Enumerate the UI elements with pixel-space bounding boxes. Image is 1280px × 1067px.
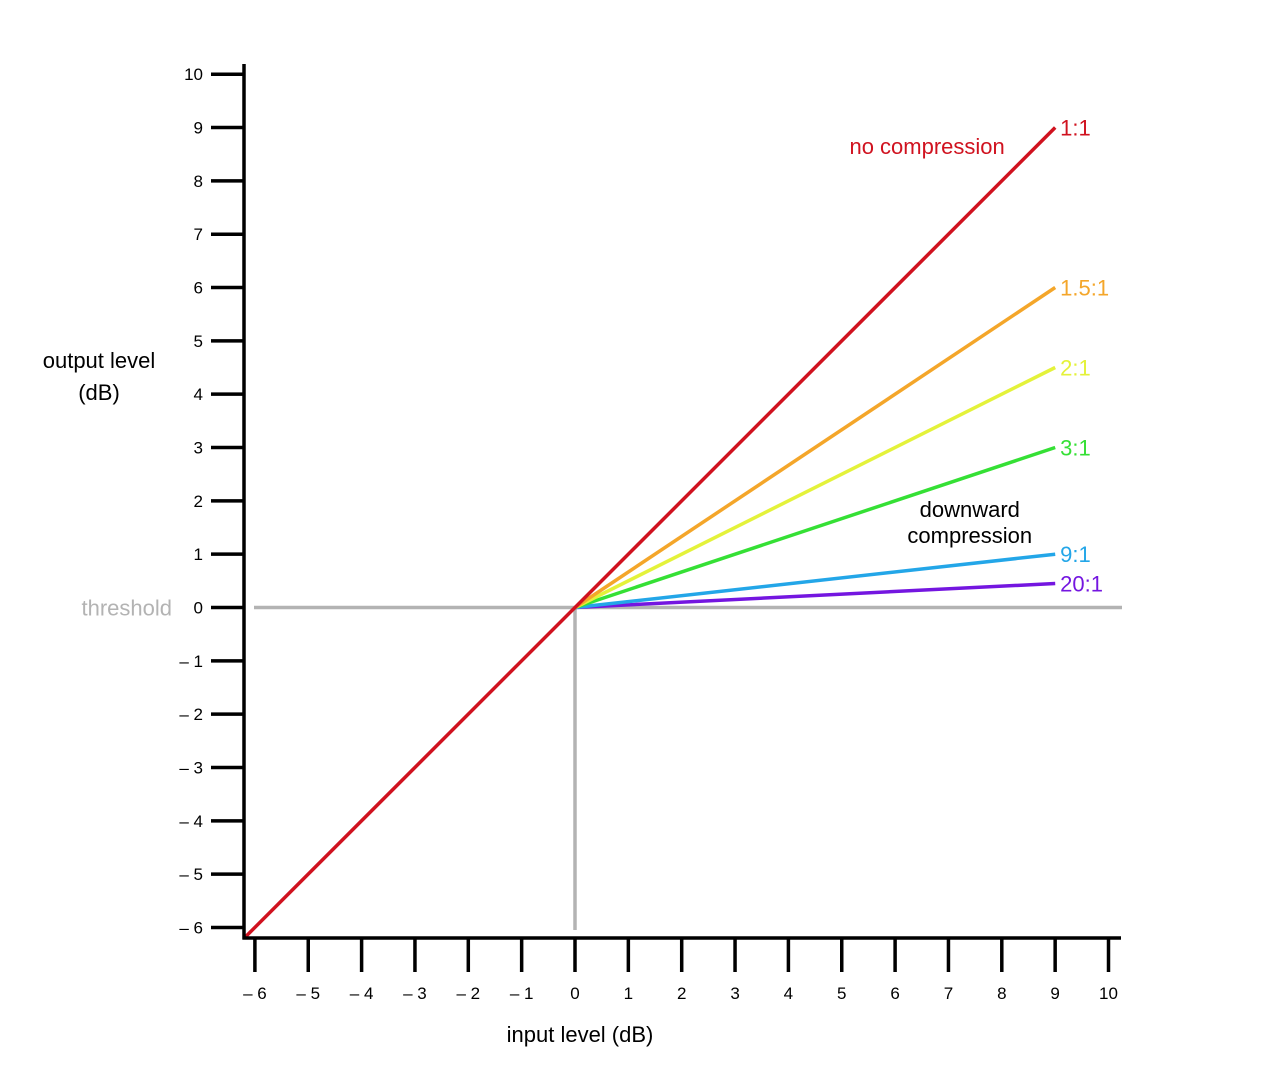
x-tick-label: 0 bbox=[570, 984, 579, 1003]
x-axis-ticks: – 6 – 5 – 4 – 3 – 2 – 1 0 1 2 3 4 5 6 7 8 9 10 bbox=[243, 938, 1118, 1003]
y-tick-label: 1 bbox=[194, 545, 203, 564]
x-tick-label: 4 bbox=[784, 984, 793, 1003]
series-line-3-1 bbox=[574, 445, 1056, 610]
y-axis-ticks: – 6 – 5 – 4 – 3 – 2 – 1 0 1 2 3 4 5 6 7 8 9 10 bbox=[179, 65, 244, 937]
series-line-9-1 bbox=[574, 552, 1056, 610]
y-tick-label: – 6 bbox=[179, 918, 203, 937]
x-tick-label: – 5 bbox=[296, 984, 320, 1003]
x-tick-label: – 4 bbox=[350, 984, 374, 1003]
x-tick-label: – 1 bbox=[510, 984, 534, 1003]
y-tick-label: – 3 bbox=[179, 758, 203, 777]
y-tick-label: – 5 bbox=[179, 865, 203, 884]
x-tick-label: 9 bbox=[1050, 984, 1059, 1003]
y-tick-label: 6 bbox=[194, 279, 203, 298]
y-axis-title-line: (dB) bbox=[78, 380, 120, 405]
series-label-3-1: 3:1 bbox=[1060, 436, 1091, 461]
x-tick-label: 3 bbox=[730, 984, 739, 1003]
y-axis-title-line: output level bbox=[43, 348, 156, 373]
downward-compression-annotation: compression bbox=[907, 523, 1032, 548]
y-tick-label: 9 bbox=[194, 119, 203, 138]
x-tick-label: 5 bbox=[837, 984, 846, 1003]
x-tick-label: – 3 bbox=[403, 984, 427, 1003]
series-label-2-1: 2:1 bbox=[1060, 356, 1091, 381]
y-tick-label: 4 bbox=[194, 385, 203, 404]
series-label-1-1: 1:1 bbox=[1060, 116, 1091, 141]
y-tick-label: 0 bbox=[194, 599, 203, 618]
y-tick-label: 5 bbox=[194, 332, 203, 351]
x-tick-label: 10 bbox=[1099, 984, 1118, 1003]
y-tick-label: – 1 bbox=[179, 652, 203, 671]
series-line-1-5-1 bbox=[574, 286, 1057, 609]
threshold-lines bbox=[254, 605, 1122, 930]
downward-compression-annotation: downward bbox=[920, 497, 1020, 522]
x-tick-label: 1 bbox=[624, 984, 633, 1003]
x-tick-label: – 6 bbox=[243, 984, 267, 1003]
y-tick-label: – 2 bbox=[179, 705, 203, 724]
series-line-2-1 bbox=[574, 365, 1056, 610]
x-tick-label: 7 bbox=[944, 984, 953, 1003]
series-line-20-1 bbox=[574, 581, 1056, 610]
series-label-20-1: 20:1 bbox=[1060, 572, 1103, 597]
series-label-1-5-1: 1.5:1 bbox=[1060, 276, 1109, 301]
x-tick-label: – 2 bbox=[456, 984, 480, 1003]
y-tick-label: – 4 bbox=[179, 812, 203, 831]
chart-labels: threshold input level (dB) output level (dB… bbox=[43, 116, 1109, 1047]
y-tick-label: 7 bbox=[194, 225, 203, 244]
x-tick-label: 8 bbox=[997, 984, 1006, 1003]
y-tick-label: 8 bbox=[194, 172, 203, 191]
no-compression-annotation: no compression bbox=[849, 134, 1004, 159]
x-tick-label: 6 bbox=[890, 984, 899, 1003]
series-lines bbox=[242, 126, 1057, 940]
x-axis-title: input level (dB) bbox=[507, 1022, 654, 1047]
x-tick-label: 2 bbox=[677, 984, 686, 1003]
y-tick-label: 2 bbox=[194, 492, 203, 511]
series-line-1-1 bbox=[242, 126, 1057, 940]
y-tick-label: 3 bbox=[194, 439, 203, 458]
threshold-label: threshold bbox=[81, 596, 172, 621]
y-tick-label: 10 bbox=[184, 65, 203, 84]
series-label-9-1: 9:1 bbox=[1060, 542, 1091, 567]
